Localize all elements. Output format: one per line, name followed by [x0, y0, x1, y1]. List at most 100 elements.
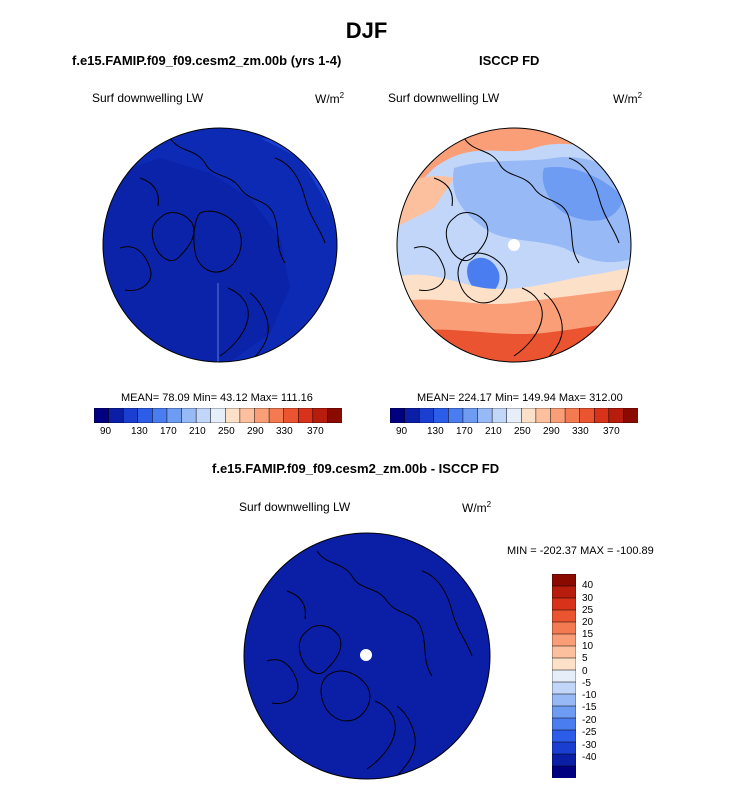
diff-tick-9: -10	[582, 690, 597, 701]
right-colorbar-swatch	[390, 408, 406, 423]
right-coastlines	[413, 137, 620, 362]
right-colorbar-swatch	[477, 408, 493, 423]
right-tick-7: 370	[603, 426, 620, 437]
left-colorbar-swatch	[239, 408, 256, 423]
right-colorbar-ticks: 90 130 170 210 250 290 330 370	[390, 426, 638, 440]
left-colorbar-swatch	[225, 408, 241, 423]
right-colorbar-swatch	[623, 408, 638, 423]
left-colorbar-swatch	[94, 408, 110, 423]
diff-colorbar-swatch	[552, 753, 576, 767]
diff-colorbar-swatch	[552, 669, 576, 683]
diff-colorbar-ticks: 40 30 25 20 15 10 5 0 -5 -10 -15 -20 -25…	[582, 574, 622, 778]
diff-tick-13: -30	[582, 740, 597, 751]
left-colorbar-swatch	[166, 408, 183, 423]
right-variable-label: Surf downwelling LW	[388, 91, 500, 105]
right-colorbar-swatch	[535, 408, 552, 423]
right-colorbar-swatch	[579, 408, 595, 423]
right-field-coldest-greenland	[467, 257, 500, 295]
left-colorbar-swatch	[210, 408, 226, 423]
right-colorbar-swatch	[491, 408, 508, 423]
right-colorbar	[390, 408, 638, 423]
right-colorbar-swatch	[462, 408, 479, 423]
diff-colorbar-swatch	[552, 729, 576, 743]
diff-colorbar-swatch	[552, 645, 576, 659]
right-colorbar-swatch	[608, 408, 624, 423]
left-map-field-darker	[103, 158, 290, 362]
diff-tick-11: -20	[582, 715, 597, 726]
diff-coastlines	[266, 550, 473, 777]
diff-map-border	[243, 532, 491, 780]
left-colorbar-swatch	[181, 408, 197, 423]
right-tick-4: 250	[514, 426, 531, 437]
diff-tick-1: 30	[582, 593, 594, 604]
right-colorbar-swatch	[521, 408, 537, 423]
left-tick-2: 170	[160, 426, 177, 437]
diff-tick-4: 15	[582, 629, 594, 640]
diff-tick-2: 25	[582, 605, 594, 616]
left-colorbar-swatch	[327, 408, 342, 423]
left-colorbar	[94, 408, 342, 423]
left-tick-4: 250	[218, 426, 235, 437]
diff-panel-title: f.e15.FAMIP.f09_f09.cesm2_zm.00b - ISCCP…	[212, 461, 500, 476]
right-tick-1: 130	[427, 426, 444, 437]
left-variable-label: Surf downwelling LW	[92, 91, 204, 105]
left-colorbar-swatch	[108, 408, 124, 423]
diff-colorbar-swatch	[552, 657, 576, 671]
left-colorbar-ticks: 90 130 170 210 250 290 330 370	[94, 426, 342, 440]
right-stats: MEAN= 224.17 Min= 149.94 Max= 312.00	[417, 392, 623, 404]
left-tick-7: 370	[307, 426, 324, 437]
diff-tick-3: 20	[582, 617, 594, 628]
left-colorbar-swatch	[152, 408, 168, 423]
diff-tick-6: 5	[582, 653, 588, 664]
right-tick-2: 170	[456, 426, 473, 437]
diff-tick-7: 0	[582, 666, 588, 677]
right-tick-3: 210	[485, 426, 502, 437]
left-map-border	[102, 127, 338, 363]
right-colorbar-swatch	[506, 408, 522, 423]
diff-colorbar-swatch	[552, 693, 576, 707]
left-colorbar-swatch	[254, 408, 270, 423]
right-map-border	[396, 127, 632, 363]
right-colorbar-swatch	[418, 408, 435, 423]
left-colorbar-swatch	[122, 408, 139, 423]
diff-tick-14: -40	[582, 752, 597, 763]
diff-tick-10: -15	[582, 702, 597, 713]
diff-colorbar-swatch	[552, 705, 576, 719]
right-tick-6: 330	[572, 426, 589, 437]
right-colorbar-swatch	[564, 408, 581, 423]
left-panel-title: f.e15.FAMIP.f09_f09.cesm2_zm.00b (yrs 1-…	[72, 53, 342, 68]
diff-colorbar-swatch	[552, 681, 576, 695]
right-colorbar-swatch	[550, 408, 566, 423]
diff-colorbar-swatch	[552, 574, 576, 587]
left-polar-map	[102, 127, 338, 363]
right-tick-0: 90	[396, 426, 408, 437]
right-pole-gap	[508, 239, 520, 251]
diff-colorbar-swatch	[552, 765, 576, 778]
diff-colorbar	[552, 574, 576, 778]
diff-tick-12: -25	[582, 727, 597, 738]
right-colorbar-swatch	[433, 408, 449, 423]
diff-tick-0: 40	[582, 580, 594, 591]
diff-variable-label: Surf downwelling LW	[239, 500, 351, 514]
left-tick-0: 90	[100, 426, 112, 437]
right-colorbar-swatch	[404, 408, 420, 423]
diff-colorbar-swatch	[552, 597, 576, 611]
left-units-label: W/m2	[315, 91, 345, 106]
left-tick-3: 210	[189, 426, 206, 437]
diff-colorbar-swatch	[552, 621, 576, 635]
right-tick-5: 290	[543, 426, 560, 437]
diff-colorbar-swatch	[552, 633, 576, 647]
diff-stats: MIN = -202.37 MAX = -100.89	[507, 545, 654, 557]
diff-colorbar-swatch	[552, 585, 576, 599]
diff-colorbar-swatch	[552, 741, 576, 755]
left-tick-5: 290	[247, 426, 264, 437]
figure-title: DJF	[345, 18, 388, 43]
left-colorbar-swatch	[195, 408, 212, 423]
right-polar-map	[396, 127, 632, 363]
left-coastlines	[119, 137, 326, 362]
left-colorbar-swatch	[283, 408, 299, 423]
diff-polar-map	[243, 532, 491, 780]
diff-colorbar-swatch	[552, 609, 576, 623]
left-colorbar-swatch	[312, 408, 328, 423]
right-colorbar-swatch	[593, 408, 610, 423]
